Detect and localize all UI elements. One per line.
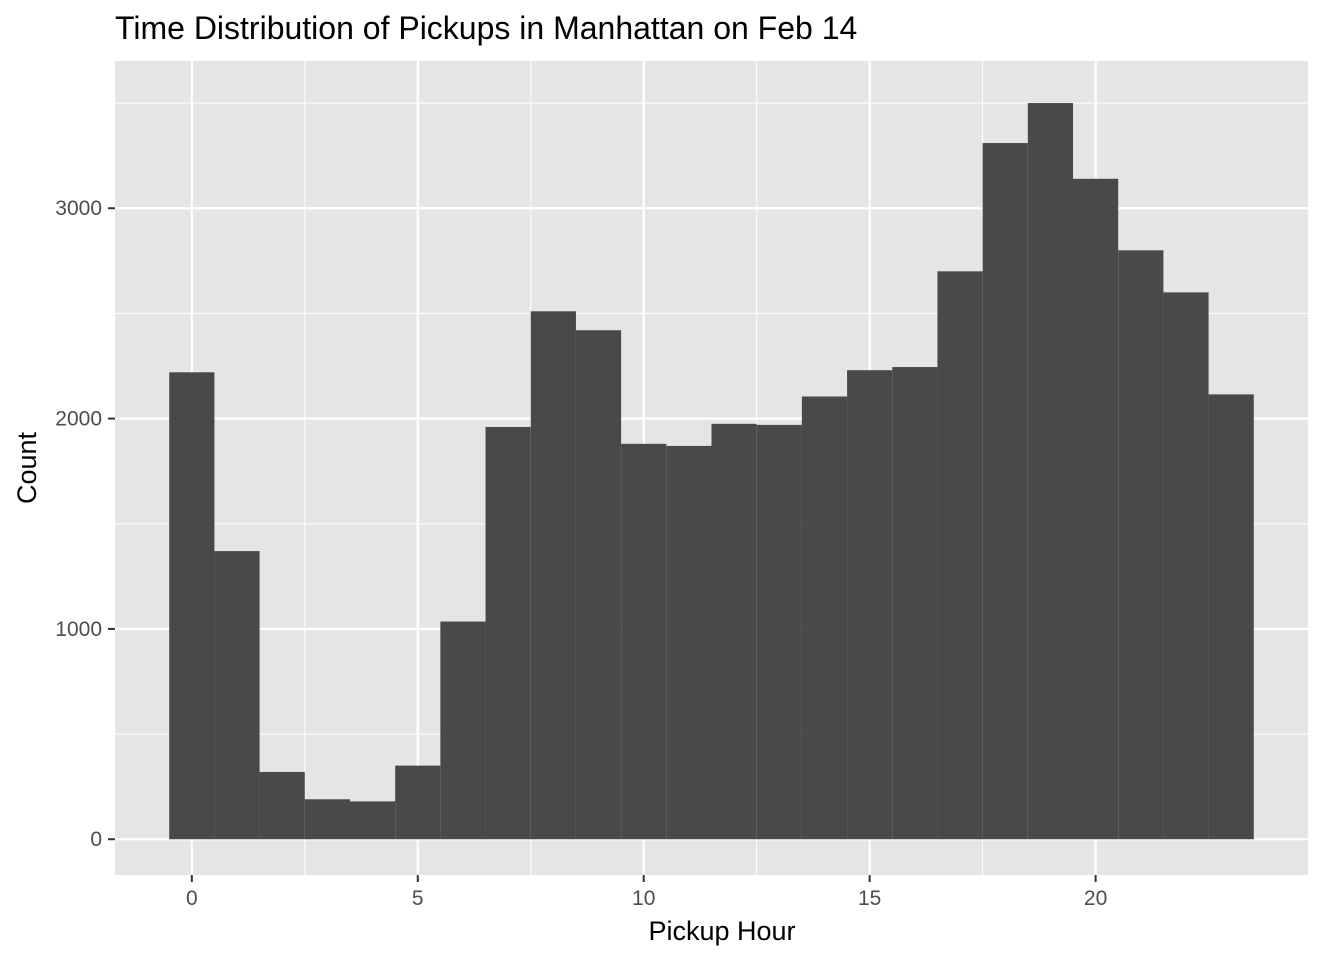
x-tick-label: 5: [412, 887, 424, 910]
y-axis-title: Count: [12, 431, 42, 504]
bar-hour-6: [440, 621, 486, 840]
x-tick-label: 20: [1084, 887, 1107, 910]
chart-title: Time Distribution of Pickups in Manhatta…: [115, 10, 857, 46]
bar-hour-15: [847, 370, 893, 840]
bars-group: [169, 103, 1254, 840]
x-axis-title: Pickup Hour: [648, 916, 795, 946]
bar-hour-8: [530, 311, 576, 840]
y-tick-label: 1000: [55, 618, 102, 641]
bar-hour-12: [711, 423, 757, 840]
bar-hour-1: [214, 551, 260, 840]
bar-hour-19: [1027, 103, 1074, 840]
y-tick-label: 2000: [55, 408, 102, 431]
bar-hour-7: [485, 426, 531, 840]
x-tick-label: 0: [186, 887, 198, 910]
bar-hour-22: [1163, 292, 1209, 840]
bar-hour-10: [621, 443, 667, 840]
bar-hour-18: [982, 143, 1028, 840]
bar-hour-2: [259, 771, 305, 840]
bar-hour-11: [666, 445, 712, 840]
bar-hour-5: [395, 765, 441, 840]
bar-hour-9: [575, 330, 622, 840]
x-tick-label: 10: [632, 887, 655, 910]
bar-hour-4: [349, 801, 396, 840]
bar-hour-16: [892, 367, 938, 840]
bar-hour-17: [937, 271, 983, 840]
bar-hour-0: [169, 372, 215, 840]
bar-hour-13: [756, 424, 802, 840]
bar-hour-23: [1208, 394, 1254, 840]
bar-hour-14: [801, 396, 848, 840]
y-tick-label: 3000: [55, 197, 102, 220]
bar-hour-21: [1118, 250, 1164, 840]
y-axis: 0 1000 2000 3000: [55, 197, 115, 851]
y-tick-label: 0: [90, 828, 102, 851]
x-tick-label: 15: [858, 887, 881, 910]
bar-hour-20: [1073, 178, 1119, 840]
bar-hour-3: [304, 799, 350, 840]
x-axis: 0 5 10 15 20: [186, 875, 1107, 910]
